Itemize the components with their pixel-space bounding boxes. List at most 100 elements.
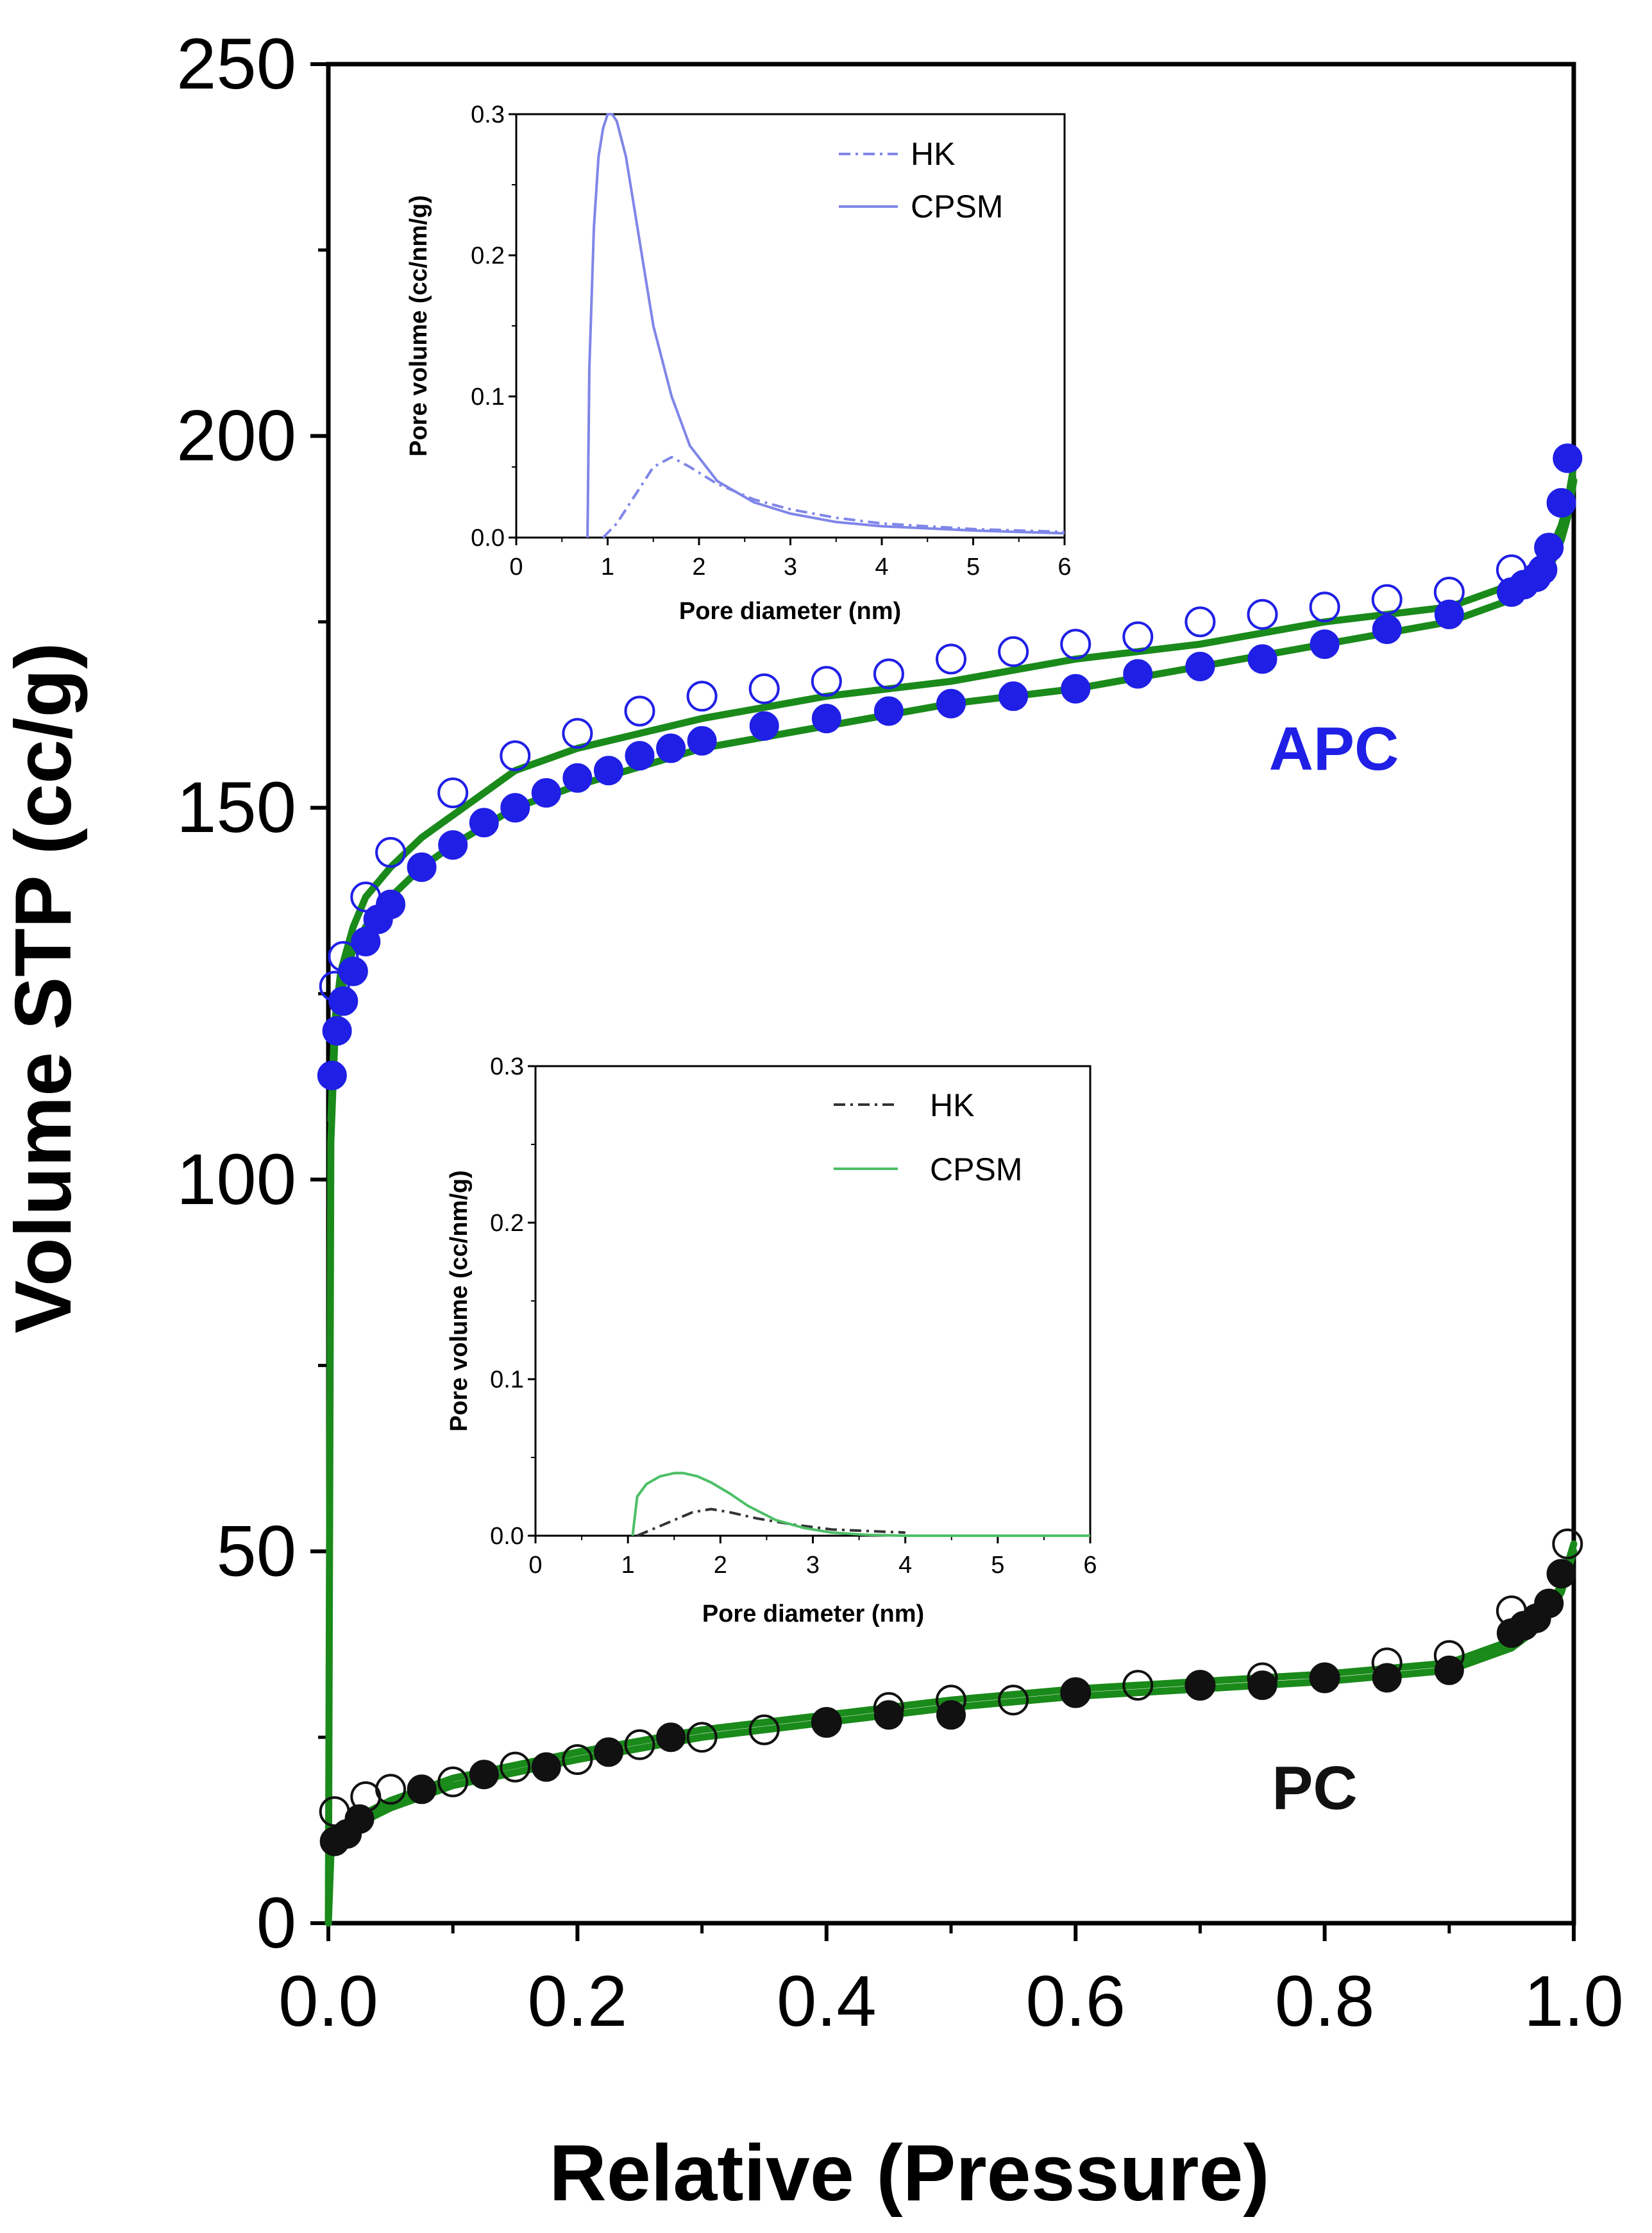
pc-desorption-point (1309, 1662, 1340, 1694)
pc-adsorption-point (873, 1700, 904, 1730)
apc-desorption-point (1247, 599, 1278, 630)
pc-desorption-point (748, 1714, 780, 1745)
pc-inset-x-tick-label: 6 (1083, 1552, 1097, 1579)
apc-desorption-point (936, 643, 966, 675)
apc-adsorption-point (873, 696, 904, 726)
apc-inset-y-tick-label: 0.1 (471, 384, 505, 411)
x-tick-label: 0.4 (777, 1961, 877, 2041)
apc-inset-x-tick-label: 4 (875, 554, 888, 581)
pc-inset-y-title: Pore volume (cc/nm/g) (446, 1170, 473, 1432)
pc-desorption-point (437, 1766, 469, 1797)
pc-adsorption-point (594, 1737, 623, 1767)
apc-adsorption-point (1553, 443, 1583, 473)
x-tick-label: 0.2 (528, 1961, 628, 2041)
apc-inset-x-tick-label: 2 (692, 554, 705, 581)
apc-legend-cpsm-label: CPSM (911, 189, 1003, 225)
apc-desorption-point (328, 941, 359, 972)
apc-inset-x-tick-label: 6 (1058, 554, 1071, 581)
apc-adsorption-point (328, 986, 358, 1016)
pc-desorption-point (811, 1707, 842, 1738)
apc-adsorption-point (999, 681, 1029, 711)
y-tick-label: 150 (176, 767, 296, 847)
apc-inset-x-tick-label: 3 (784, 554, 797, 581)
pc-desorption-point (1496, 1595, 1527, 1627)
pc-inset-y-tick-label: 0.0 (490, 1523, 524, 1550)
apc-inset-x-tick-label: 5 (966, 554, 980, 581)
pc-inset-y-tick-label: 0.3 (490, 1053, 524, 1080)
apc-adsorption-point (469, 808, 499, 838)
pc-desorption-point (1184, 1670, 1216, 1701)
y-axis-title: Volume STP (cc/g) (0, 642, 88, 1333)
pc-desorption-point (1552, 1528, 1583, 1559)
pc-inset-x-tick-label: 5 (991, 1552, 1004, 1579)
pc-desorption-point (1433, 1640, 1465, 1671)
apc-adsorption-point (1310, 629, 1340, 659)
apc-legend-hk-label: HK (911, 136, 955, 172)
pc-desorption-point (624, 1729, 655, 1760)
pc-desorption-point (562, 1744, 593, 1775)
pc-inset-x-tick-label: 3 (806, 1552, 820, 1579)
apc-desorption-point (811, 666, 842, 697)
pc-legend-hk-label: HK (930, 1087, 974, 1123)
pc-adsorption-point (656, 1722, 686, 1753)
pc-inset-lines (631, 1472, 1090, 1537)
y-tick-label: 100 (176, 1139, 296, 1219)
apc-desorption-point (998, 636, 1029, 667)
x-tick-label: 0.6 (1025, 1961, 1125, 2041)
pc-inset-x-tick-label: 0 (528, 1552, 542, 1579)
apc-adsorption-point (1434, 599, 1464, 629)
apc-inset-legend: HK CPSM (839, 136, 1003, 225)
x-axis-title: Relative (Pressure) (549, 2129, 1269, 2218)
x-tick-label: 0.0 (278, 1961, 378, 2041)
apc-inset-y-tick-label: 0.0 (471, 525, 505, 552)
apc-inset-lines (586, 113, 1065, 539)
apc-inset-x-title: Pore diameter (nm) (679, 598, 901, 625)
pc-desorption-point (998, 1685, 1029, 1716)
pc-inset-ticks: 0 1 2 3 4 5 6 0.0 0.1 0.2 0.3 (490, 1053, 1097, 1579)
pc-desorption-point (1060, 1677, 1092, 1708)
y-tick-label: 200 (176, 396, 296, 476)
apc-desorption-point (1496, 554, 1527, 586)
apc-desorption-point (375, 836, 407, 868)
apc-inset-y-tick-label: 0.3 (471, 101, 505, 128)
apc-adsorption-point (687, 726, 717, 756)
apc-adsorption-point (1061, 674, 1091, 704)
pc-inset-x-tick-label: 1 (621, 1552, 635, 1579)
pc-desorption-point (500, 1751, 531, 1783)
y-tick-label: 250 (176, 24, 296, 104)
apc-label: APC (1269, 715, 1399, 783)
apc-adsorption-point (625, 741, 655, 771)
pc-desorption-point (1122, 1670, 1154, 1701)
x-tick-label: 0.8 (1275, 1961, 1375, 2041)
pc-desorption-point (375, 1774, 407, 1805)
apc-desorption-point (1122, 621, 1154, 652)
apc-inset-frame (515, 113, 1066, 539)
pc-legend-cpsm-label: CPSM (930, 1151, 1022, 1187)
pc-inset-cpsm-line (631, 1472, 1090, 1537)
pc-inset-x-tick-label: 2 (714, 1552, 727, 1579)
main-data-markers (317, 443, 1583, 1856)
apc-adsorption-point (1247, 644, 1277, 674)
y-tick-label: 50 (216, 1511, 296, 1591)
apc-desorption-point (562, 718, 593, 749)
pc-desorption-point (319, 1796, 350, 1828)
pc-adsorption-point (1546, 1559, 1576, 1589)
apc-adsorption-point (594, 756, 623, 786)
apc-adsorption-point (500, 793, 530, 823)
pc-adsorption-point (469, 1760, 499, 1790)
pc-inset-frame (534, 1065, 1092, 1537)
apc-desorption-point (686, 681, 718, 712)
apc-adsorption-point (811, 704, 841, 734)
pc-desorption-point (1371, 1647, 1403, 1679)
apc-desorption-point (319, 971, 350, 1002)
pc-adsorption-point (407, 1774, 437, 1804)
apc-desorption-point (873, 658, 904, 690)
apc-inset-y-tick-label: 0.2 (471, 242, 505, 269)
apc-desorption-point (1309, 591, 1340, 623)
y-tick-label: 0 (257, 1883, 296, 1963)
apc-adsorption-point (322, 1016, 352, 1046)
pc-inset-y-tick-label: 0.1 (490, 1366, 524, 1393)
pc-desorption-point (936, 1685, 966, 1716)
